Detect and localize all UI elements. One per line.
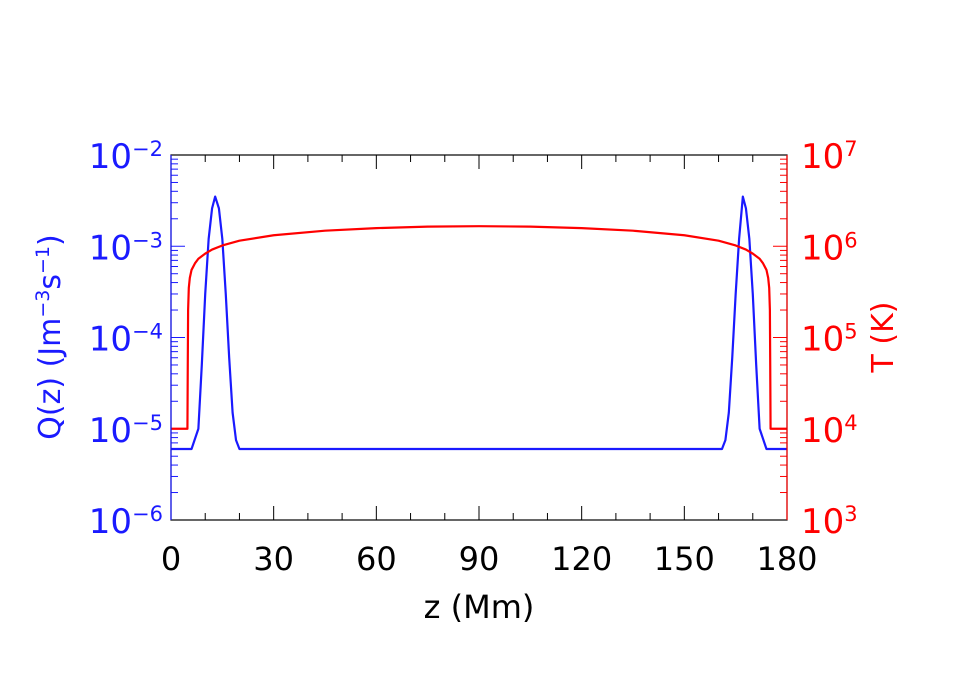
tick-base: 10 bbox=[89, 411, 132, 451]
y-left-axis-title: Q(z) (Jm−3s−1) bbox=[32, 234, 68, 439]
y-right-axis-title: T (K) bbox=[866, 302, 901, 374]
x-axis-title: z (Mm) bbox=[424, 588, 535, 626]
tick-base: 10 bbox=[801, 411, 844, 451]
x-tick-label: 90 bbox=[459, 540, 500, 578]
x-tick-label: 180 bbox=[756, 540, 817, 578]
y-left-title-main: Q(z) (Jm bbox=[33, 318, 68, 440]
tick-marks bbox=[170, 154, 788, 521]
y-left-tick-label: 10−2 bbox=[89, 137, 163, 177]
tick-base: 10 bbox=[89, 502, 132, 542]
tick-exponent: −4 bbox=[132, 320, 163, 344]
x-tick-label: 150 bbox=[654, 540, 715, 578]
y-left-tick-label: 10−3 bbox=[89, 228, 163, 268]
tick-base: 10 bbox=[89, 137, 132, 177]
y-left-title-mid: s bbox=[33, 274, 68, 290]
y-left-tick-label: 10−4 bbox=[89, 320, 163, 360]
y-right-tick-label: 106 bbox=[801, 228, 858, 268]
tick-base: 10 bbox=[89, 320, 132, 360]
y-left-title-exp1: −3 bbox=[32, 290, 54, 318]
tick-exponent: −3 bbox=[132, 228, 163, 252]
y-right-tick-label: 105 bbox=[801, 320, 858, 360]
x-tick-label: 60 bbox=[356, 540, 397, 578]
tick-base: 10 bbox=[801, 137, 844, 177]
x-tick-label: 30 bbox=[253, 540, 294, 578]
y-right-tick-label: 103 bbox=[801, 502, 858, 542]
tick-exponent: −2 bbox=[132, 137, 163, 161]
tick-exponent: 4 bbox=[844, 411, 857, 435]
tick-base: 10 bbox=[801, 228, 844, 268]
y-left-title-end: ) bbox=[33, 234, 68, 246]
tick-exponent: −6 bbox=[132, 502, 163, 526]
x-tick-label: 120 bbox=[551, 540, 612, 578]
plot-frame bbox=[170, 154, 788, 521]
tick-base: 10 bbox=[801, 320, 844, 360]
tick-exponent: 3 bbox=[844, 502, 857, 526]
tick-base: 10 bbox=[801, 502, 844, 542]
temperature-line bbox=[171, 225, 787, 430]
y-right-tick-label: 107 bbox=[801, 137, 858, 177]
tick-exponent: 6 bbox=[844, 228, 857, 252]
y-left-title-exp2: −1 bbox=[32, 246, 54, 274]
tick-exponent: 7 bbox=[844, 137, 857, 161]
x-tick-label: 0 bbox=[161, 540, 181, 578]
tick-exponent: 5 bbox=[844, 320, 857, 344]
y-right-tick-label: 104 bbox=[801, 411, 858, 451]
heating-rate-line bbox=[171, 195, 787, 451]
y-left-tick-label: 10−6 bbox=[89, 502, 163, 542]
axis-labels: 0 30 60 90 120 150 18010−610−510−410−310−21031… bbox=[89, 137, 858, 578]
series-layer bbox=[171, 195, 787, 451]
tick-base: 10 bbox=[89, 228, 132, 268]
tick-exponent: −5 bbox=[132, 411, 163, 435]
y-left-tick-label: 10−5 bbox=[89, 411, 163, 451]
